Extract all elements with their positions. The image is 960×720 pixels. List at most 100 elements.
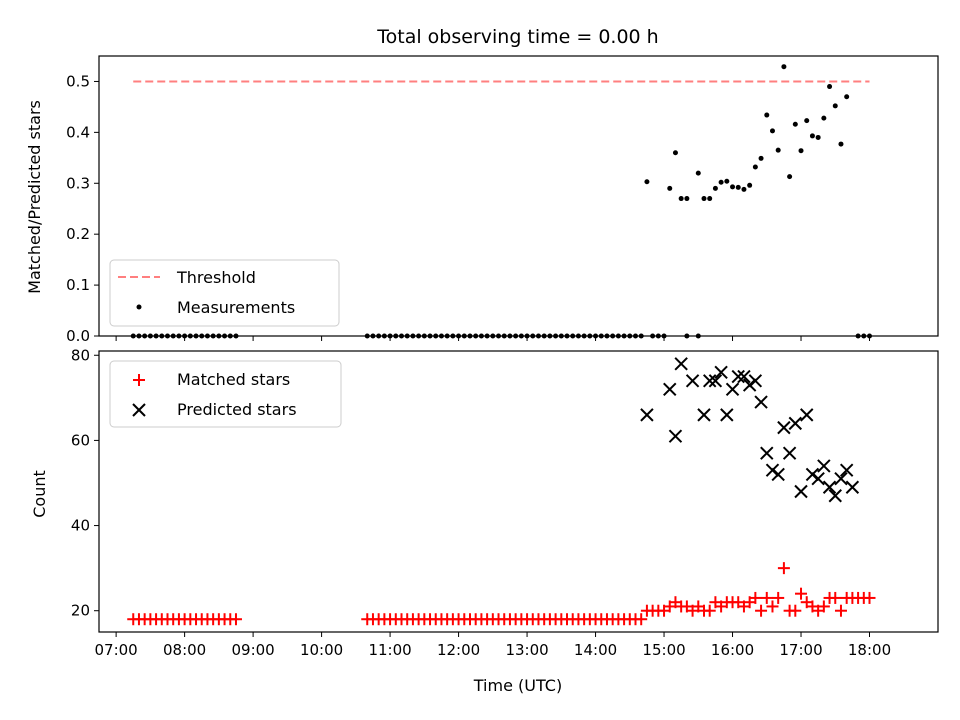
- y-tick-label: 0.2: [66, 225, 90, 243]
- measurement-point: [781, 64, 787, 70]
- predicted-stars-point: [805, 467, 820, 482]
- measurement-point: [741, 186, 747, 192]
- predicted-stars-point: [822, 480, 837, 494]
- matched-stars-point: [635, 613, 648, 626]
- measurement-point: [838, 141, 844, 147]
- predicted-stars-point: [777, 420, 791, 435]
- matched-stars-point: [766, 600, 779, 613]
- predicted-stars-point: [760, 446, 774, 460]
- bottom-y-ticks: 20 40 60 80: [71, 346, 99, 620]
- x-tick-label: 18:00: [848, 641, 891, 659]
- measurement-point: [707, 196, 713, 202]
- predicted-stars-point: [839, 463, 854, 477]
- measurement-point: [747, 182, 753, 188]
- predicted-stars-point: [725, 382, 740, 397]
- top-y-axis-label: Matched/Predicted stars: [25, 100, 44, 294]
- x-tick-label: 11:00: [368, 641, 411, 659]
- predicted-stars-point: [720, 408, 734, 422]
- measurement-point: [775, 147, 781, 153]
- matched-stars-point: [749, 591, 762, 604]
- predicted-stars-point: [834, 472, 848, 486]
- measurement-point: [827, 84, 833, 90]
- matched-stars-point: [829, 591, 842, 604]
- legend-matched-swatch: [133, 374, 145, 386]
- top-legend-box: [109, 259, 340, 327]
- measurement-point: [821, 115, 827, 121]
- predicted-stars-point: [817, 459, 831, 473]
- measurement-point: [730, 184, 736, 190]
- top-legend: Threshold Measurements: [109, 259, 340, 327]
- legend-matched-label: Matched stars: [177, 370, 290, 389]
- matched-stars-point: [795, 587, 808, 600]
- predicted-stars-point: [765, 463, 780, 477]
- y-tick-label: 0.0: [66, 327, 90, 345]
- measurement-point: [644, 179, 650, 185]
- measurement-point: [815, 134, 821, 140]
- measurement-point: [672, 150, 678, 156]
- predicted-stars-point: [663, 382, 677, 397]
- bottom-x-ticks: 07:00 08:00 09:00 10:00 11:00 12:00 13:00 14:00…: [95, 632, 891, 659]
- top-plot-marks: [130, 64, 873, 339]
- measurement-point: [712, 185, 718, 191]
- predicted-stars-point: [828, 489, 842, 503]
- bottom-plot-marks: [127, 357, 876, 626]
- matched-stars-point: [777, 562, 790, 575]
- measurement-point: [758, 155, 764, 161]
- predicted-stars-point: [788, 416, 803, 431]
- x-tick-label: 12:00: [437, 641, 480, 659]
- bottom-y-axis-label: Count: [30, 470, 49, 518]
- measurement-point: [769, 128, 775, 134]
- predicted-stars-point: [668, 429, 683, 443]
- y-tick-label: 60: [71, 431, 90, 449]
- measurement-point: [752, 164, 758, 170]
- predicted-stars-point: [845, 480, 860, 494]
- y-tick-label: 20: [71, 602, 90, 620]
- y-tick-label: 0.5: [66, 72, 90, 90]
- bottom-legend-box: [109, 360, 342, 428]
- bottom-panel: Count Time (UTC) 20 40 60 80 07:00 08:00 09:0…: [30, 346, 939, 695]
- measurement-point: [809, 133, 815, 139]
- predicted-stars-point: [640, 408, 654, 422]
- bottom-x-axis-label: Time (UTC): [473, 676, 562, 695]
- y-tick-label: 40: [71, 517, 90, 535]
- measurement-point: [787, 174, 793, 180]
- x-tick-label: 10:00: [300, 641, 343, 659]
- matched-stars-point: [817, 600, 830, 613]
- predicted-stars-point: [742, 378, 757, 392]
- measurement-point: [735, 184, 741, 190]
- predicted-stars-point: [708, 374, 723, 388]
- top-y-ticks: 0.0 0.1 0.2 0.3 0.4 0.5: [66, 72, 99, 345]
- top-panel: Total observing time = 0.00 h Matched/Pr…: [25, 26, 939, 345]
- measurement-point: [667, 185, 673, 191]
- measurement-point: [792, 121, 798, 127]
- x-tick-label: 14:00: [574, 641, 617, 659]
- y-tick-label: 0.3: [66, 174, 90, 192]
- measurement-point: [724, 178, 730, 184]
- predicted-stars-point: [702, 374, 717, 388]
- matched-stars-point: [755, 604, 768, 617]
- matched-stars-point: [772, 591, 785, 604]
- x-tick-label: 09:00: [231, 641, 274, 659]
- x-tick-label: 13:00: [505, 641, 548, 659]
- bottom-legend: Matched stars Predicted stars: [109, 360, 342, 428]
- predicted-stars-point: [811, 472, 825, 486]
- predicted-stars-point: [685, 374, 700, 388]
- legend-predicted-label: Predicted stars: [177, 400, 297, 419]
- measurement-point: [684, 196, 690, 202]
- legend-predicted-swatch: [132, 403, 146, 417]
- bottom-plot-frame: [98, 350, 939, 633]
- predicted-stars-point: [731, 369, 745, 384]
- predicted-stars-point: [748, 374, 763, 388]
- x-tick-label: 16:00: [711, 641, 754, 659]
- predicted-stars-point: [674, 357, 688, 371]
- predicted-stars-point: [771, 467, 785, 482]
- x-tick-label: 17:00: [779, 641, 822, 659]
- matched-stars-point: [703, 604, 716, 617]
- measurement-point: [678, 196, 684, 202]
- predicted-stars-point: [754, 395, 768, 409]
- predicted-stars-point: [737, 369, 751, 384]
- measurement-point: [804, 118, 810, 124]
- legend-measurements-swatch: [136, 304, 142, 310]
